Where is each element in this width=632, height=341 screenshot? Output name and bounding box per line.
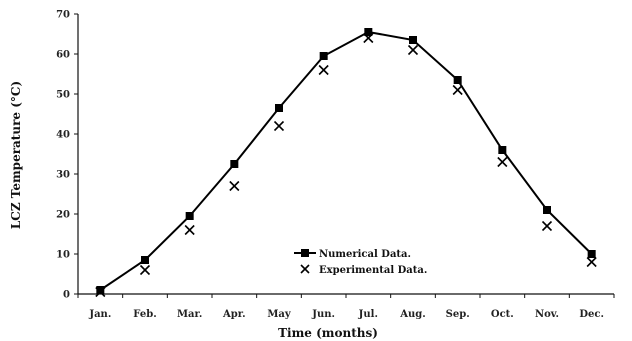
- experimental-point: [318, 64, 329, 76]
- experimental-point: [273, 120, 285, 132]
- y-tick-label: 40: [56, 130, 70, 141]
- numerical-point: [319, 52, 328, 60]
- experimental-point: [184, 224, 195, 236]
- legend: Numerical Data. Experimental Data.: [294, 249, 427, 276]
- numerical-series-line: [99, 30, 593, 291]
- x-tick-label: Mar.: [177, 309, 202, 320]
- numerical-point: [409, 36, 417, 44]
- x-axis-title: Time (months): [278, 326, 378, 340]
- x-tick-label: Dec.: [579, 309, 604, 320]
- numerical-point: [587, 250, 596, 258]
- experimental-point: [363, 32, 374, 44]
- experimental-point: [139, 264, 151, 276]
- x-tick-label: May: [267, 309, 292, 320]
- experimental-point: [541, 220, 553, 232]
- y-tick-label: 20: [56, 210, 70, 221]
- experimental-point: [497, 156, 508, 168]
- y-tick-label: 30: [56, 170, 70, 181]
- legend-numerical-label: Numerical Data.: [319, 249, 411, 260]
- x-tick-label: Feb.: [133, 309, 156, 320]
- y-tick-label: 70: [56, 10, 70, 21]
- experimental-point: [95, 286, 106, 298]
- numerical-point: [543, 206, 551, 214]
- y-axis-title: LCZ Temperature (°C): [9, 81, 23, 229]
- numerical-point: [230, 160, 239, 168]
- experimental-point: [586, 256, 597, 268]
- x-tick-label: Jul.: [358, 309, 378, 320]
- numerical-point: [275, 104, 283, 112]
- numerical-point: [96, 286, 105, 294]
- numerical-point: [498, 146, 507, 154]
- y-tick-label: 50: [56, 90, 70, 101]
- x-tick-label: Jan.: [88, 309, 111, 320]
- x-tick-label: Sep.: [446, 309, 470, 320]
- legend-experimental-label: Experimental Data.: [319, 265, 427, 276]
- legend-numerical-marker: [301, 249, 309, 257]
- numerical-point: [364, 28, 373, 36]
- y-ticks: 0 10 20 30 40 50 60 70: [56, 10, 78, 301]
- legend-experimental-marker: [300, 264, 310, 274]
- numerical-point: [453, 76, 462, 84]
- x-tick-label: Jun.: [311, 309, 335, 320]
- y-tick-label: 0: [63, 290, 70, 301]
- series-layer: [95, 28, 597, 298]
- x-ticks: Jan. Feb. Mar. Apr. May Jun. Jul. Aug. Sep. Oct. N…: [77, 294, 615, 320]
- y-tick-label: 60: [56, 50, 70, 61]
- numerical-point: [185, 212, 194, 220]
- experimental-point: [229, 180, 240, 192]
- x-tick-label: Oct.: [491, 309, 514, 320]
- numerical-point: [141, 256, 149, 264]
- experimental-point: [452, 84, 463, 96]
- x-tick-label: Aug.: [399, 309, 426, 320]
- experimental-point: [407, 44, 419, 56]
- x-tick-label: Nov.: [535, 309, 559, 320]
- x-tick-label: Apr.: [222, 309, 246, 320]
- y-tick-label: 10: [56, 250, 70, 261]
